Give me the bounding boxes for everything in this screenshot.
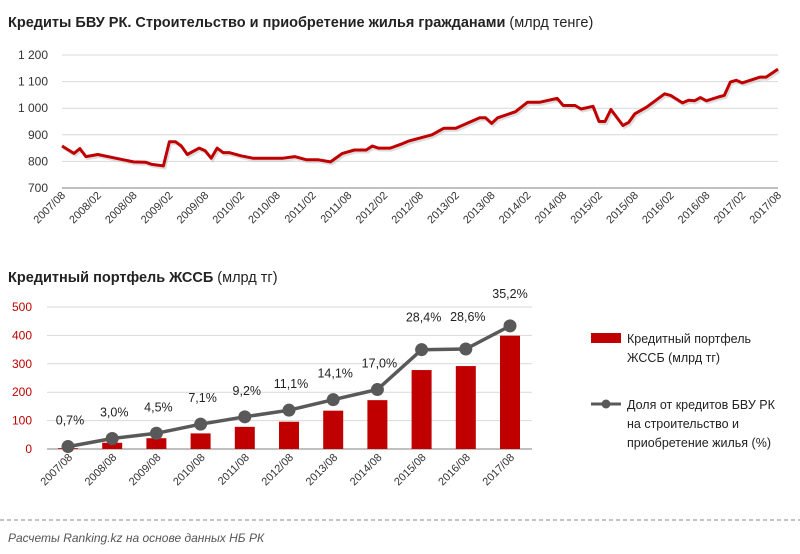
line-marker — [370, 383, 384, 397]
x-tick-label: 2014/08 — [348, 452, 385, 489]
x-tick-label: 2011/02 — [283, 190, 319, 226]
bar — [411, 370, 432, 449]
data-label: 4,5% — [144, 400, 173, 414]
line-marker — [61, 440, 75, 454]
legend-label: на строительство и — [627, 417, 739, 431]
line-marker — [149, 426, 163, 440]
data-label: 11,1% — [274, 377, 309, 391]
y-tick-label: 400 — [12, 328, 32, 342]
x-tick-label: 2016/02 — [640, 190, 677, 227]
y-tick-label: 700 — [28, 181, 48, 195]
x-tick-label: 2015/08 — [392, 452, 429, 489]
data-label: 7,1% — [188, 391, 217, 405]
line-marker — [326, 393, 340, 407]
y-tick-label: 900 — [28, 128, 48, 142]
x-tick-label: 2016/08 — [436, 452, 473, 489]
line-marker — [238, 410, 252, 424]
data-label: 17,0% — [362, 357, 397, 371]
y-tick-label: 1 000 — [18, 101, 48, 115]
bottom-chart-title-unit: (млрд тг) — [217, 270, 277, 286]
top-chart-title-unit: (млрд тенге) — [509, 15, 593, 31]
y-tick-label: 300 — [12, 357, 32, 371]
legend: Кредитный портфель ЖССБ (млрд тг) Доля от … — [591, 332, 776, 450]
bottom-chart-title-main: Кредитный портфель ЖССБ — [8, 270, 213, 286]
line-marker — [105, 432, 119, 446]
x-tick-label: 2010/08 — [246, 190, 283, 227]
line-marker — [459, 342, 473, 356]
bar — [500, 335, 520, 449]
y-tick-label: 1 100 — [18, 75, 48, 89]
data-label: 3,0% — [100, 406, 129, 420]
x-tick-label: 2017/08 — [481, 452, 518, 489]
y-tick-label: 1 200 — [18, 48, 48, 62]
x-tick-label: 2011/08 — [216, 452, 252, 488]
legend-label: приобретение жилья (%) — [627, 436, 771, 450]
top-chart-title-main: Кредиты БВУ РК. Строительство и приобрет… — [8, 15, 505, 31]
bar — [367, 400, 388, 449]
data-label: 0,7% — [56, 414, 85, 428]
legend-line-marker — [601, 399, 611, 409]
x-tick-label: 2009/02 — [139, 190, 176, 227]
y-tick-label: 200 — [12, 385, 32, 399]
x-tick-label: 2007/08 — [32, 190, 69, 227]
data-label: 28,4% — [406, 311, 441, 325]
x-tick-label: 2009/08 — [175, 190, 212, 227]
data-label: 28,6% — [450, 310, 485, 324]
series-line-shadow — [62, 69, 781, 170]
bar — [190, 433, 211, 449]
x-tick-label: 2014/08 — [533, 190, 570, 227]
bar — [323, 410, 344, 449]
legend-label: ЖССБ (млрд тг) — [627, 351, 720, 365]
x-tick-label: 2013/02 — [425, 190, 462, 227]
x-tick-label: 2013/08 — [461, 190, 498, 227]
x-tick-label: 2016/08 — [676, 190, 713, 227]
x-tick-label: 2013/08 — [304, 452, 341, 489]
x-tick-label: 2014/02 — [497, 190, 534, 227]
data-label: 9,2% — [233, 384, 262, 398]
line-marker — [282, 403, 296, 417]
x-tick-label: 2008/02 — [67, 190, 104, 227]
y-tick-label: 500 — [12, 300, 32, 314]
y-tick-label: 100 — [12, 414, 32, 428]
top-chart-title: Кредиты БВУ РК. Строительство и приобрет… — [8, 15, 593, 31]
x-tick-label: 2015/02 — [569, 190, 606, 227]
x-tick-label: 2015/08 — [604, 190, 641, 227]
legend-label: Кредитный портфель — [627, 332, 751, 346]
y-tick-label: 0 — [25, 442, 32, 456]
bar — [146, 438, 167, 449]
bar — [279, 421, 299, 449]
data-label: 35,2% — [492, 287, 527, 301]
bar — [102, 442, 123, 449]
x-tick-label: 2012/08 — [260, 452, 297, 489]
x-tick-label: 2009/08 — [127, 452, 164, 489]
x-tick-label: 2007/08 — [39, 452, 76, 489]
bar — [455, 366, 476, 449]
x-tick-label: 2012/08 — [390, 190, 427, 227]
footer-source: Расчеты Ranking.kz на основе данных НБ Р… — [8, 531, 265, 545]
x-tick-label: 2011/08 — [318, 190, 354, 226]
x-tick-label: 2012/02 — [354, 190, 391, 227]
line-marker — [415, 343, 429, 357]
line-marker — [194, 417, 208, 431]
x-tick-label: 2010/02 — [211, 190, 248, 227]
x-tick-label: 2010/08 — [171, 452, 208, 489]
x-tick-label: 2017/08 — [748, 190, 785, 227]
bar — [234, 426, 255, 449]
x-tick-label: 2017/02 — [712, 190, 749, 227]
line-marker — [503, 319, 517, 333]
y-tick-label: 800 — [28, 154, 48, 168]
data-label: 14,1% — [317, 367, 352, 381]
bottom-chart-title: Кредитный портфель ЖССБ (млрд тг) — [8, 270, 278, 286]
series-line-credits — [61, 67, 779, 168]
legend-bar-swatch — [591, 333, 621, 343]
legend-label: Доля от кредитов БВУ РК — [627, 398, 776, 412]
x-tick-label: 2008/08 — [83, 452, 120, 489]
x-tick-label: 2008/08 — [103, 190, 140, 227]
